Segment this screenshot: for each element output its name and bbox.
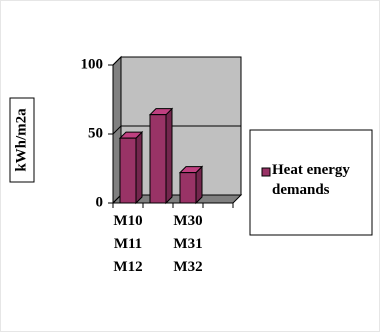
bar [149,114,167,204]
y-tick-label: 100 [81,56,104,72]
grid-line [112,125,122,135]
bar [179,172,197,204]
bar-side [135,130,143,205]
x-tick-label-box: M30 M31 M32 [173,213,203,275]
grid-line [112,56,122,66]
y-axis-title: kWh/m2a [13,108,29,172]
bar [119,137,137,204]
x-tick-label-box: M10 M11 M12 [113,213,143,275]
bar-side [165,107,173,205]
x-tick-label: M10 M11 M12 [113,213,143,275]
y-tick-label: 0 [96,194,104,210]
legend-label-box: Heat energy demands [272,162,350,198]
x-tick-label: M30 M31 M32 [173,213,203,275]
legend-marker [261,167,271,177]
legend-label: Heat energy demands [272,162,350,198]
y-axis-title-box [9,97,35,183]
y-tick-label: 50 [88,125,103,141]
legend-box [249,129,373,236]
